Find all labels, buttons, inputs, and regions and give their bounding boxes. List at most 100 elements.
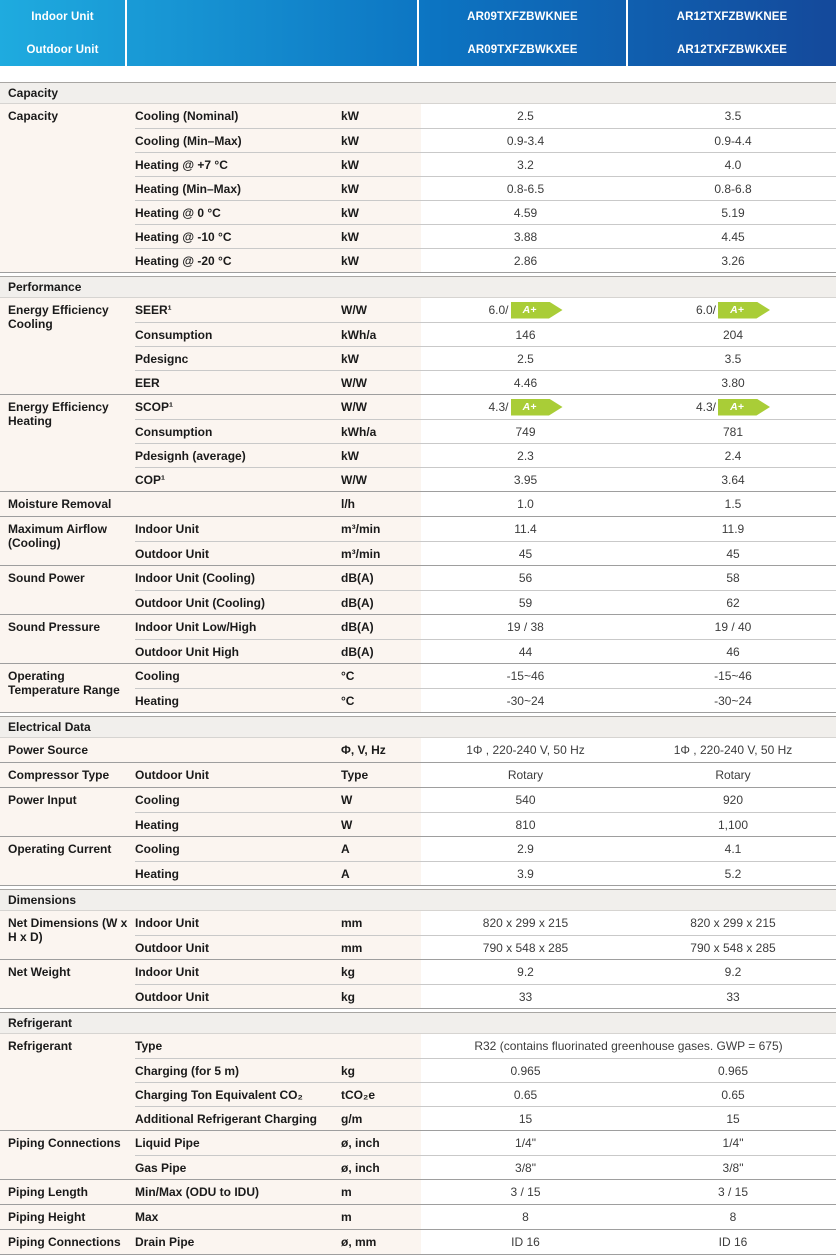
spec-group: Sound Pressure Indoor Unit Low/High dB(A) 1… — [0, 614, 836, 663]
table-row: Pdesignc kW 2.5 3.5 — [135, 346, 836, 370]
row-unit: mm — [341, 940, 363, 955]
row-unit: ø, mm — [341, 1235, 377, 1249]
row-unit: kg — [341, 965, 356, 979]
table-row: Heating A 3.9 5.2 — [135, 861, 836, 885]
table-row: SEER¹ W/W 6.0/A+ 6.0/A+ — [135, 298, 836, 322]
row-unit: W/W — [341, 375, 367, 390]
row-unit: °C — [341, 693, 355, 708]
spec-group: Net Dimensions (W x H x D) Indoor Unit mm 8… — [0, 911, 836, 959]
row-value-model1: 0.8-6.5 — [506, 181, 545, 196]
row-label: Outdoor Unit — [135, 989, 209, 1004]
table-row: Heating W 810 1,100 — [135, 812, 836, 836]
spec-group: Capacity Cooling (Nominal) kW 2.5 3.5 Cooling… — [0, 104, 836, 272]
table-row: Pdesignh (average) kW 2.3 2.4 — [135, 443, 836, 467]
group-rows: Φ, V, Hz 1Φ , 220-240 V, 50 Hz 1Φ , 220-24… — [135, 738, 836, 762]
row-label: Heating @ -20 °C — [135, 253, 232, 268]
spec-group: Moisture Removal l/h 1.0 1.5 — [0, 491, 836, 516]
category-label: Maximum Airflow (Cooling) — [8, 522, 107, 550]
row-label: Cooling (Nominal) — [135, 109, 239, 123]
row-value-model1: 6.0/A+ — [421, 301, 630, 319]
table-row: Indoor Unit kg 9.2 9.2 — [135, 960, 836, 984]
row-value-model2: 3.64 — [721, 472, 745, 487]
spec-group: Energy Efficiency Cooling SEER¹ W/W 6.0/A+ 6… — [0, 298, 836, 394]
row-label: Outdoor Unit — [135, 940, 209, 955]
row-label: Outdoor Unit High — [135, 644, 239, 659]
group-rows: Indoor Unit kg 9.2 9.2 Outdoor Unit kg 33 33 — [135, 960, 836, 1008]
row-value-model1: 0.65 — [513, 1087, 538, 1102]
row-label: Pdesignc — [135, 351, 189, 366]
row-value-model2: 3.26 — [721, 253, 745, 268]
row-label: Cooling (Min–Max) — [135, 133, 242, 148]
row-label: Heating — [135, 693, 180, 708]
row-label: Heating @ -10 °C — [135, 229, 232, 244]
row-label: Indoor Unit (Cooling) — [135, 571, 255, 585]
group-rows: Cooling W 540 920 Heating W 810 1,100 — [135, 788, 836, 836]
row-label: Heating @ 0 °C — [135, 205, 221, 220]
table-row: Outdoor Unit kg 33 33 — [135, 984, 836, 1008]
row-unit: kW — [341, 157, 359, 172]
row-unit: kW — [341, 448, 359, 463]
table-row: Heating @ -10 °C kW 3.88 4.45 — [135, 224, 836, 248]
group-rows: Indoor Unit mm 820 x 299 x 215 820 x 299 x … — [135, 911, 836, 959]
category-label: Piping Connections — [8, 1235, 121, 1249]
row-value-model1: 9.2 — [517, 965, 534, 979]
row-value-model2: 1/4" — [722, 1136, 744, 1150]
row-unit: kg — [341, 989, 356, 1004]
row-value-model2: 3/8" — [722, 1160, 744, 1175]
table-row: Cooling °C -15~46 -15~46 — [135, 664, 836, 688]
row-unit: kW — [341, 351, 359, 366]
table-row: Cooling A 2.9 4.1 — [135, 837, 836, 861]
row-unit: kW — [341, 181, 359, 196]
category-label: Power Input — [8, 793, 77, 807]
row-value-model1: 0.965 — [510, 1063, 541, 1078]
row-unit: W — [341, 793, 353, 807]
row-value-model2: 4.45 — [721, 229, 745, 244]
group-rows: Min/Max (ODU to IDU) m 3 / 15 3 / 15 — [135, 1180, 836, 1204]
row-unit: kWh/a — [341, 424, 377, 439]
category-label: Sound Power — [8, 571, 85, 585]
row-value-model2: 820 x 299 x 215 — [690, 916, 776, 930]
row-label: Outdoor Unit — [135, 546, 209, 561]
category-label: Power Source — [8, 743, 89, 757]
model-col2-indoor: AR12TXFZBWKNEE — [676, 10, 788, 23]
row-value-model1: 19 / 38 — [507, 620, 544, 634]
row-value-model1: 3.2 — [517, 157, 534, 172]
spec-group: Power Source Φ, V, Hz 1Φ , 220-240 V, 50 H… — [0, 738, 836, 762]
row-value-model2: 45 — [726, 546, 740, 561]
row-label: Gas Pipe — [135, 1160, 187, 1175]
row-value-model2: 790 x 548 x 285 — [690, 940, 776, 955]
spec-group: Compressor Type Outdoor Unit Type Rotary Rot… — [0, 762, 836, 787]
row-label: SEER¹ — [135, 303, 172, 317]
section-body: Capacity Cooling (Nominal) kW 2.5 3.5 Cooling… — [0, 104, 836, 273]
row-value-model2: 15 — [726, 1111, 740, 1126]
table-row: Outdoor Unit Type Rotary Rotary — [135, 763, 836, 787]
row-unit: m³/min — [341, 546, 381, 561]
row-value-model1: 2.9 — [517, 842, 534, 856]
group-rows: Max m 8 8 — [135, 1205, 836, 1229]
row-label: Consumption — [135, 327, 213, 342]
table-row: Heating °C -30~24 -30~24 — [135, 688, 836, 712]
model-header: Indoor Unit AR09TXFZBWKNEE AR12TXFZBWKNE… — [0, 0, 836, 66]
row-value-model1: 3.9 — [517, 866, 534, 881]
row-unit: ø, inch — [341, 1160, 380, 1175]
row-value-model1: 45 — [518, 546, 533, 561]
row-unit: W/W — [341, 303, 367, 317]
category-label: Energy Efficiency Cooling — [8, 303, 109, 331]
row-value-model1: 146 — [515, 327, 536, 342]
row-value-model2: 4.1 — [724, 842, 742, 856]
row-unit: W — [341, 817, 353, 832]
table-row: EER W/W 4.46 3.80 — [135, 370, 836, 394]
table-row: Outdoor Unit High dB(A) 44 46 — [135, 639, 836, 663]
row-value-model2: 1Φ , 220-240 V, 50 Hz — [673, 743, 793, 757]
table-row: Heating (Min–Max) kW 0.8-6.5 0.8-6.8 — [135, 176, 836, 200]
row-value-model1: 59 — [518, 595, 533, 610]
row-value-model1: 540 — [515, 793, 536, 807]
table-row: Indoor Unit mm 820 x 299 x 215 820 x 299 x … — [135, 911, 836, 935]
table-row: Cooling (Nominal) kW 2.5 3.5 — [135, 104, 836, 128]
row-value-model2: 920 — [722, 793, 744, 807]
category-label: Net Dimensions (W x H x D) — [8, 916, 128, 944]
row-value-model2: 33 — [726, 989, 740, 1004]
row-value-model2: 1.5 — [724, 497, 742, 511]
row-value-model1: ID 16 — [511, 1235, 540, 1249]
table-row: Indoor Unit m³/min 11.4 11.9 — [135, 517, 836, 541]
